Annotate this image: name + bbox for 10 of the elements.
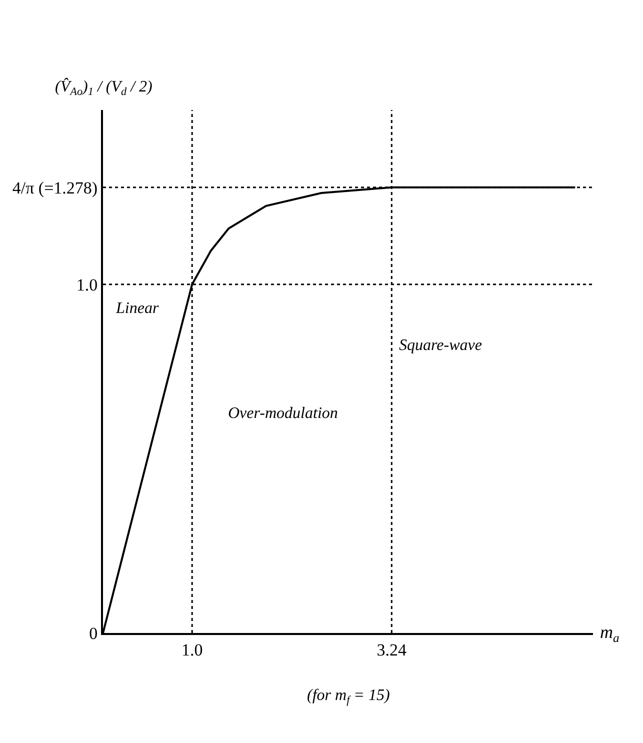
text: (for m$_{f}$ = 15) <box>307 687 390 706</box>
y-axis-title: (V̂$_{Ao}$)$_{1}$ / (V$_{d}$ / 2) <box>55 77 152 98</box>
annotation: Linear <box>115 300 160 317</box>
y-tick-label: 0 <box>89 624 98 643</box>
x-axis-title: m$_{a}$ <box>600 622 620 645</box>
x-tick-label: 3.24 <box>376 640 408 660</box>
y-tick-label: 4/π (=1.278) <box>12 178 98 198</box>
y-tick-label: 1.0 <box>76 275 98 294</box>
annotation: Over-modulation <box>228 405 338 422</box>
annotation: Square-wave <box>399 337 482 354</box>
